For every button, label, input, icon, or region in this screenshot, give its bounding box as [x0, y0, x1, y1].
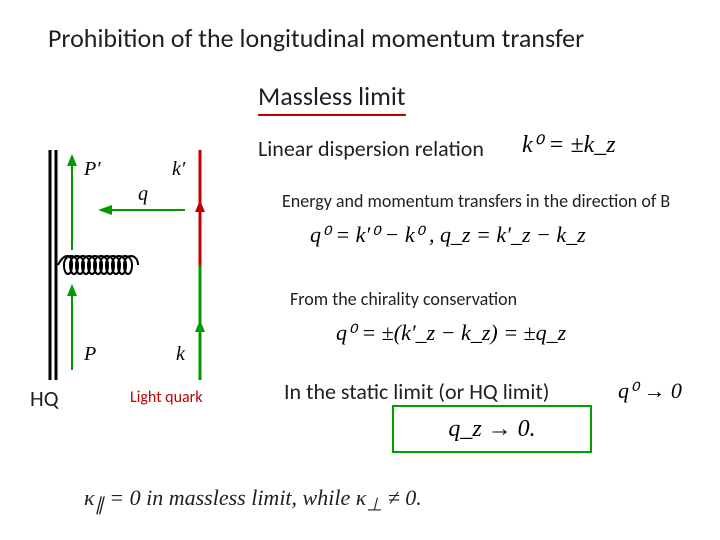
- q-label: q: [138, 183, 148, 205]
- static-limit-label: In the static limit (or HQ limit): [284, 378, 549, 405]
- slide-title: Prohibition of the longitudinal momentum…: [48, 22, 584, 54]
- k0-equation: k⁰ = ±k_z: [522, 130, 616, 159]
- k-arrowhead: [195, 320, 205, 332]
- chirality-equation: q⁰ = ±(k′_z − k_z) = ±q_z: [336, 320, 566, 346]
- chirality-label: From the chirality conservation: [290, 288, 517, 310]
- q0-to-zero: q⁰ → 0: [618, 378, 682, 404]
- feynman-diagram: P′ P k′ k q: [30, 150, 250, 380]
- light-quark-label: Light quark: [130, 388, 203, 407]
- p-arrowhead: [67, 284, 77, 296]
- energy-transfer-label: Energy and momentum transfers in the dir…: [282, 190, 670, 212]
- gluon-line: [58, 256, 138, 274]
- subtitle-massless: Massless limit: [258, 80, 406, 116]
- q-arrowhead: [98, 205, 112, 215]
- kappa-conclusion: κ∥ = 0 in massless limit, while κ⊥ ≠ 0.: [84, 485, 422, 515]
- linear-dispersion-label: Linear dispersion relation: [258, 135, 484, 162]
- p-prime-arrowhead: [67, 154, 77, 166]
- k-label: k: [176, 343, 186, 365]
- p-prime-label: P′: [83, 158, 101, 180]
- k-prime-label: k′: [172, 158, 186, 180]
- qz-result-box: q_z → 0.: [392, 405, 592, 453]
- p-label: P: [83, 343, 96, 365]
- qz-to-zero: q_z → 0.: [448, 416, 535, 443]
- hq-label: HQ: [30, 385, 59, 412]
- k-prime-arrowhead: [195, 200, 205, 212]
- transfer-equation: q⁰ = k′⁰ − k⁰ , q_z = k′_z − k_z: [310, 222, 586, 248]
